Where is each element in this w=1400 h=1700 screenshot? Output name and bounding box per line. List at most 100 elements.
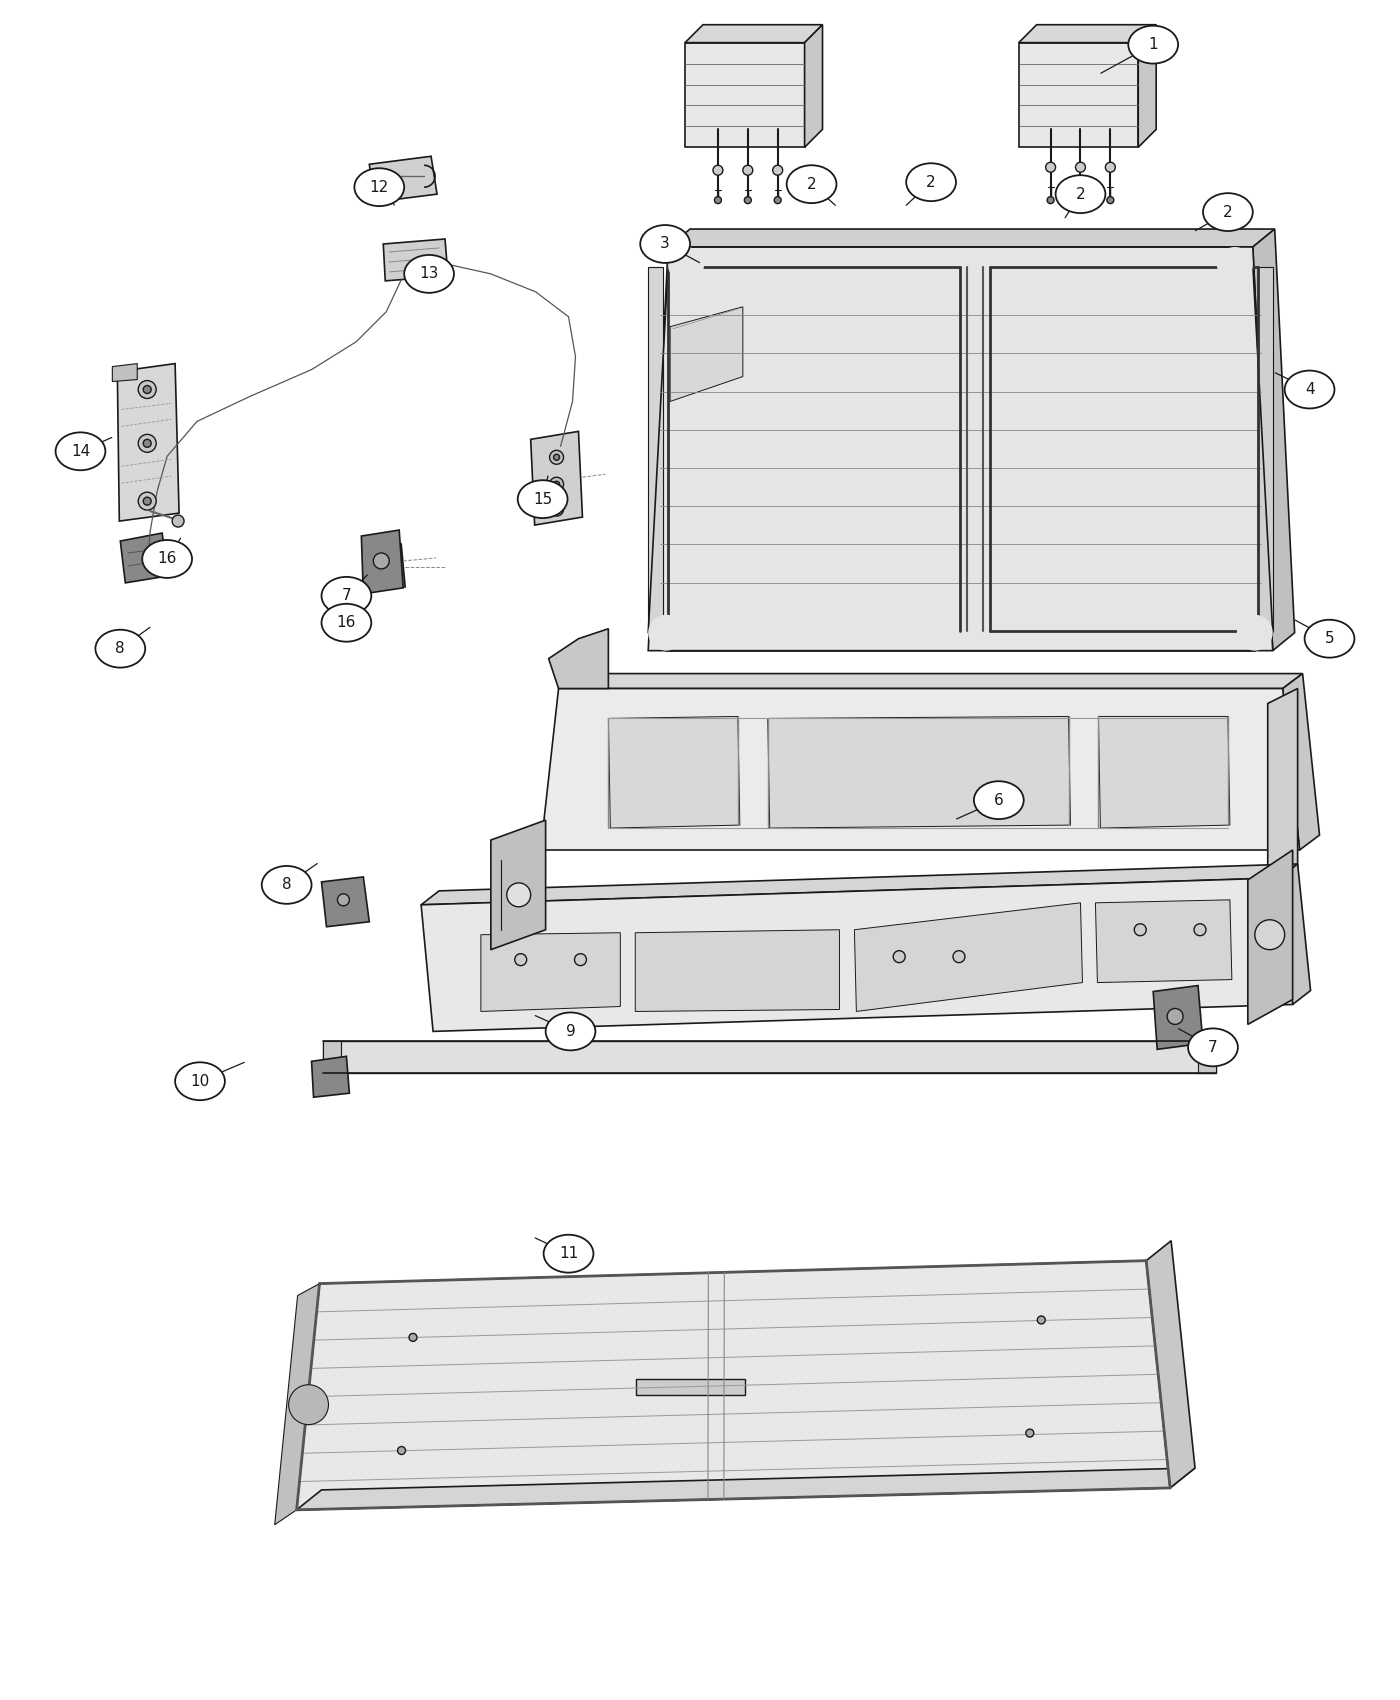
Polygon shape: [805, 26, 823, 148]
Polygon shape: [1257, 267, 1273, 631]
Ellipse shape: [546, 1013, 595, 1051]
Ellipse shape: [354, 168, 405, 206]
Polygon shape: [118, 364, 179, 522]
Polygon shape: [648, 267, 664, 631]
Polygon shape: [297, 1261, 1170, 1510]
Circle shape: [1026, 1430, 1033, 1436]
Circle shape: [893, 950, 906, 962]
Circle shape: [1077, 197, 1084, 204]
Polygon shape: [364, 544, 405, 592]
Ellipse shape: [640, 224, 690, 264]
Ellipse shape: [518, 479, 567, 518]
Polygon shape: [767, 716, 1071, 828]
Text: 4: 4: [1305, 382, 1315, 398]
Circle shape: [143, 386, 151, 393]
Text: 16: 16: [157, 551, 176, 566]
Circle shape: [139, 493, 157, 510]
Polygon shape: [361, 530, 403, 593]
Polygon shape: [685, 42, 805, 148]
Polygon shape: [1019, 42, 1138, 148]
Polygon shape: [1253, 230, 1295, 651]
Text: 5: 5: [1324, 631, 1334, 646]
Polygon shape: [549, 629, 609, 688]
Polygon shape: [648, 246, 1273, 651]
Ellipse shape: [56, 432, 105, 471]
Polygon shape: [370, 156, 437, 202]
Circle shape: [743, 165, 753, 175]
Text: 8: 8: [115, 641, 125, 656]
Ellipse shape: [1189, 1028, 1238, 1066]
Ellipse shape: [405, 255, 454, 292]
Text: 9: 9: [566, 1023, 575, 1039]
Circle shape: [374, 552, 389, 570]
Ellipse shape: [1285, 371, 1334, 408]
Circle shape: [143, 439, 151, 447]
Polygon shape: [1019, 26, 1156, 42]
Polygon shape: [609, 716, 739, 828]
Circle shape: [172, 515, 183, 527]
Circle shape: [515, 954, 526, 966]
Text: 10: 10: [190, 1074, 210, 1088]
Ellipse shape: [143, 541, 192, 578]
Polygon shape: [559, 673, 1302, 689]
Polygon shape: [636, 930, 840, 1012]
Text: 7: 7: [342, 588, 351, 604]
Text: 8: 8: [281, 877, 291, 893]
Circle shape: [648, 615, 685, 651]
Polygon shape: [671, 306, 743, 401]
Polygon shape: [297, 1469, 1196, 1510]
Circle shape: [139, 435, 157, 452]
Ellipse shape: [1056, 175, 1106, 212]
Polygon shape: [491, 819, 546, 950]
Circle shape: [773, 165, 783, 175]
Polygon shape: [480, 933, 620, 1012]
Text: 2: 2: [806, 177, 816, 192]
Circle shape: [337, 894, 350, 906]
Circle shape: [507, 882, 531, 906]
Circle shape: [550, 450, 564, 464]
Circle shape: [1075, 162, 1085, 172]
Polygon shape: [854, 903, 1082, 1012]
Polygon shape: [1154, 986, 1203, 1049]
Circle shape: [1254, 920, 1285, 950]
Polygon shape: [421, 864, 1298, 904]
Polygon shape: [274, 1284, 319, 1525]
Text: 16: 16: [337, 615, 356, 631]
Circle shape: [1168, 1008, 1183, 1025]
Polygon shape: [685, 26, 823, 42]
Text: 1: 1: [1148, 37, 1158, 53]
Text: 11: 11: [559, 1246, 578, 1261]
Polygon shape: [1138, 26, 1156, 148]
Circle shape: [409, 1333, 417, 1341]
Circle shape: [143, 496, 151, 505]
Polygon shape: [1198, 1042, 1217, 1073]
Circle shape: [774, 197, 781, 204]
Circle shape: [398, 1447, 406, 1455]
Circle shape: [1047, 197, 1054, 204]
Circle shape: [1046, 162, 1056, 172]
Polygon shape: [323, 1042, 342, 1073]
Text: 2: 2: [1075, 187, 1085, 202]
Polygon shape: [384, 240, 448, 280]
Circle shape: [714, 197, 721, 204]
Ellipse shape: [974, 782, 1023, 819]
Circle shape: [713, 165, 722, 175]
Polygon shape: [421, 877, 1292, 1032]
Circle shape: [1194, 923, 1205, 935]
Polygon shape: [1247, 850, 1292, 1025]
Circle shape: [550, 478, 564, 491]
Ellipse shape: [1203, 194, 1253, 231]
Polygon shape: [322, 877, 370, 927]
Polygon shape: [120, 534, 168, 583]
Polygon shape: [1147, 1241, 1196, 1488]
Circle shape: [745, 197, 752, 204]
Ellipse shape: [1305, 620, 1354, 658]
Polygon shape: [636, 1379, 745, 1394]
Polygon shape: [323, 1042, 1217, 1073]
Polygon shape: [1282, 673, 1320, 850]
Ellipse shape: [262, 865, 312, 904]
Circle shape: [1037, 1316, 1046, 1324]
Polygon shape: [531, 432, 582, 525]
Polygon shape: [540, 688, 1299, 850]
Circle shape: [668, 246, 704, 282]
